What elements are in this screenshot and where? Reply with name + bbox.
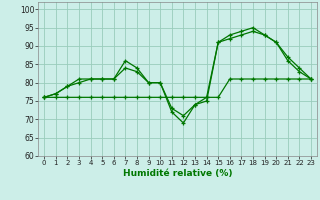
X-axis label: Humidité relative (%): Humidité relative (%) <box>123 169 232 178</box>
